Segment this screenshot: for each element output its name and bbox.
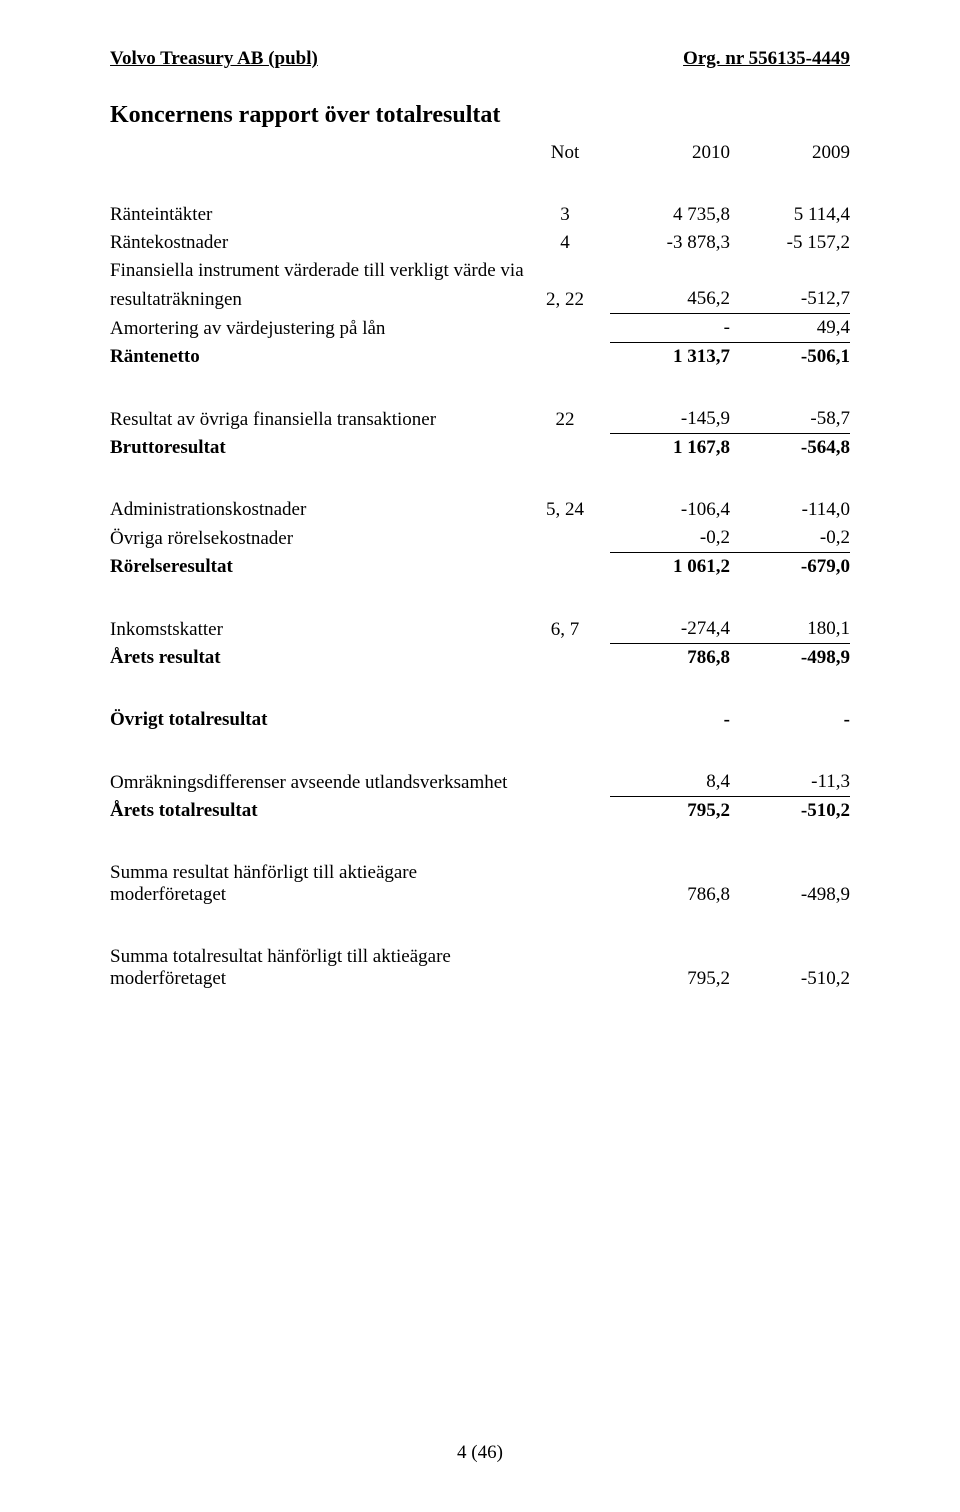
cell-note bbox=[520, 314, 610, 343]
row-amortering: Amortering av värdejustering på lån - 49… bbox=[110, 314, 850, 343]
row-ranteintakter: Ränteintäkter 3 4 735,8 5 114,4 bbox=[110, 201, 850, 229]
row-adminkost: Administrationskostnader 5, 24 -106,4 -1… bbox=[110, 496, 850, 524]
row-arets-total: Årets totalresultat 795,2 -510,2 bbox=[110, 797, 850, 826]
cell-v2: -506,1 bbox=[730, 343, 850, 372]
cell-note: 22 bbox=[520, 405, 610, 434]
header-right: Org. nr 556135-4449 bbox=[683, 48, 850, 70]
cell-v1: 8,4 bbox=[610, 768, 730, 797]
cell-note bbox=[520, 524, 610, 553]
cell-v1: -106,4 bbox=[610, 496, 730, 524]
cell-label: Räntenetto bbox=[110, 343, 520, 372]
cell-note bbox=[520, 553, 610, 582]
cell-note bbox=[520, 434, 610, 463]
cell-label: Omräkningsdifferenser avseende utlandsve… bbox=[110, 768, 520, 797]
income-statement-table: Not 2010 2009 Ränteintäkter 3 4 735,8 5 … bbox=[110, 139, 850, 993]
cell-note bbox=[520, 797, 610, 826]
cell-v1: -145,9 bbox=[610, 405, 730, 434]
document-page: Volvo Treasury AB (publ) Org. nr 556135-… bbox=[0, 0, 960, 1512]
cell-v1: -3 878,3 bbox=[610, 229, 730, 257]
cell-v2: 49,4 bbox=[730, 314, 850, 343]
cell-note: 6, 7 bbox=[520, 615, 610, 644]
cell-v2: -679,0 bbox=[730, 553, 850, 582]
cell-v1: - bbox=[610, 706, 730, 734]
cell-v1: 1 061,2 bbox=[610, 553, 730, 582]
cell-v2: -114,0 bbox=[730, 496, 850, 524]
row-ovrigt-total: Övrigt totalresultat - - bbox=[110, 706, 850, 734]
cell-v2: -5 157,2 bbox=[730, 229, 850, 257]
cell-v1: 4 735,8 bbox=[610, 201, 730, 229]
cell-v2: -564,8 bbox=[730, 434, 850, 463]
cell-note bbox=[520, 706, 610, 734]
cell-note: 4 bbox=[520, 229, 610, 257]
cell-v1: 1 167,8 bbox=[610, 434, 730, 463]
cell-v1: -0,2 bbox=[610, 524, 730, 553]
cell-label: Resultat av övriga finansiella transakti… bbox=[110, 405, 520, 434]
row-summa-total: Summa totalresultat hänförligt till akti… bbox=[110, 943, 850, 993]
header-left: Volvo Treasury AB (publ) bbox=[110, 48, 318, 70]
cell-label: resultaträkningen bbox=[110, 285, 520, 314]
row-rorelseresultat: Rörelseresultat 1 061,2 -679,0 bbox=[110, 553, 850, 582]
cell-label: Amortering av värdejustering på lån bbox=[110, 314, 520, 343]
cell-v2: -510,2 bbox=[730, 943, 850, 993]
row-inkomstskatter: Inkomstskatter 6, 7 -274,4 180,1 bbox=[110, 615, 850, 644]
row-fin-instr-line1: Finansiella instrument värderade till ve… bbox=[110, 257, 850, 285]
cell-note: 3 bbox=[520, 201, 610, 229]
cell-v2: - bbox=[730, 706, 850, 734]
cell-v1: 456,2 bbox=[610, 285, 730, 314]
cell-v2: -510,2 bbox=[730, 797, 850, 826]
col-2010: 2010 bbox=[610, 139, 730, 167]
cell-label: Rörelseresultat bbox=[110, 553, 520, 582]
row-ovriga-fin: Resultat av övriga finansiella transakti… bbox=[110, 405, 850, 434]
cell-label: Summa resultat hänförligt till aktieägar… bbox=[110, 859, 520, 909]
page-header: Volvo Treasury AB (publ) Org. nr 556135-… bbox=[110, 48, 850, 70]
cell-v2: -498,9 bbox=[730, 644, 850, 673]
cell-note: 5, 24 bbox=[520, 496, 610, 524]
cell-v1: 786,8 bbox=[610, 644, 730, 673]
cell-note bbox=[520, 859, 610, 909]
cell-note bbox=[520, 644, 610, 673]
row-arets-resultat: Årets resultat 786,8 -498,9 bbox=[110, 644, 850, 673]
cell-v2: 5 114,4 bbox=[730, 201, 850, 229]
cell-v2: 180,1 bbox=[730, 615, 850, 644]
cell-label: Finansiella instrument värderade till ve… bbox=[110, 257, 850, 285]
cell-label: Inkomstskatter bbox=[110, 615, 520, 644]
row-fin-instr-line2: resultaträkningen 2, 22 456,2 -512,7 bbox=[110, 285, 850, 314]
cell-label: Bruttoresultat bbox=[110, 434, 520, 463]
cell-label: Övriga rörelsekostnader bbox=[110, 524, 520, 553]
cell-v2: -58,7 bbox=[730, 405, 850, 434]
row-rantekostnader: Räntekostnader 4 -3 878,3 -5 157,2 bbox=[110, 229, 850, 257]
cell-v1: - bbox=[610, 314, 730, 343]
cell-label: Årets resultat bbox=[110, 644, 520, 673]
cell-note bbox=[520, 343, 610, 372]
cell-v1: 795,2 bbox=[610, 797, 730, 826]
cell-v1: 1 313,7 bbox=[610, 343, 730, 372]
cell-label: Räntekostnader bbox=[110, 229, 520, 257]
cell-label: Ränteintäkter bbox=[110, 201, 520, 229]
cell-v1: 786,8 bbox=[610, 859, 730, 909]
cell-label: Övrigt totalresultat bbox=[110, 706, 520, 734]
col-2009: 2009 bbox=[730, 139, 850, 167]
row-rantenetto: Räntenetto 1 313,7 -506,1 bbox=[110, 343, 850, 372]
page-number: 4 (46) bbox=[0, 1442, 960, 1464]
row-summa-resultat: Summa resultat hänförligt till aktieägar… bbox=[110, 859, 850, 909]
row-ovriga-rorelse: Övriga rörelsekostnader -0,2 -0,2 bbox=[110, 524, 850, 553]
cell-note: 2, 22 bbox=[520, 285, 610, 314]
cell-v2: -512,7 bbox=[730, 285, 850, 314]
report-title: Koncernens rapport över totalresultat bbox=[110, 102, 850, 129]
col-note: Not bbox=[520, 139, 610, 167]
cell-v2: -11,3 bbox=[730, 768, 850, 797]
cell-note bbox=[520, 768, 610, 797]
cell-label: Summa totalresultat hänförligt till akti… bbox=[110, 943, 520, 993]
row-omrakning: Omräkningsdifferenser avseende utlandsve… bbox=[110, 768, 850, 797]
col-blank bbox=[110, 139, 520, 167]
cell-note bbox=[520, 943, 610, 993]
cell-v1: 795,2 bbox=[610, 943, 730, 993]
cell-label: Administrationskostnader bbox=[110, 496, 520, 524]
cell-v1: -274,4 bbox=[610, 615, 730, 644]
cell-v2: -0,2 bbox=[730, 524, 850, 553]
row-bruttoresultat: Bruttoresultat 1 167,8 -564,8 bbox=[110, 434, 850, 463]
column-headers: Not 2010 2009 bbox=[110, 139, 850, 167]
cell-v2: -498,9 bbox=[730, 859, 850, 909]
cell-label: Årets totalresultat bbox=[110, 797, 520, 826]
